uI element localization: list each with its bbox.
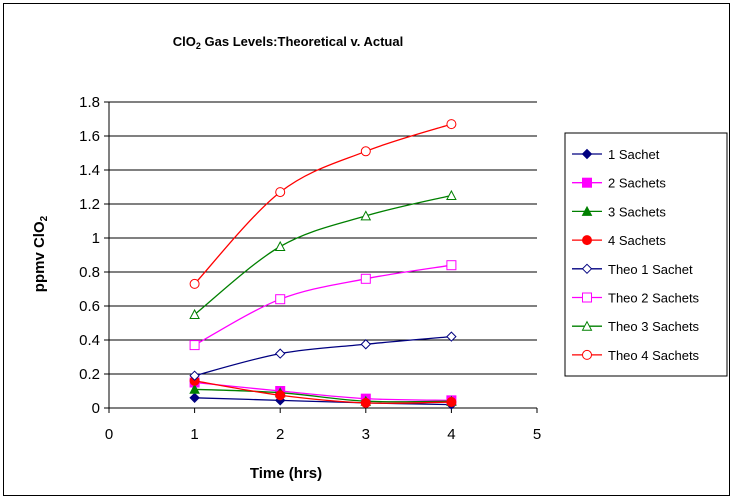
- data-point: [582, 292, 592, 303]
- data-point: [189, 370, 200, 381]
- legend-item: Theo 1 Sachet: [572, 262, 693, 277]
- y-axis-label: ppmv ClO2: [31, 215, 50, 292]
- data-point: [274, 348, 286, 359]
- y-tick-label: 1.2: [79, 196, 100, 213]
- data-point: [581, 320, 593, 331]
- plot-area: [108, 101, 537, 409]
- legend-item: 2 Sachets: [572, 176, 666, 191]
- x-axis-ticks: 0 1 2 3 4 5: [105, 408, 541, 443]
- series-line: [194, 388, 452, 403]
- data-point: [582, 177, 592, 188]
- data-point: [446, 397, 457, 408]
- series-line: [194, 381, 452, 401]
- series-line: [194, 194, 452, 316]
- data-point: [582, 349, 592, 360]
- legend-item: 4 Sachets: [572, 233, 666, 248]
- data-point: [360, 210, 372, 221]
- data-point: [360, 397, 371, 408]
- data-point: [582, 235, 592, 246]
- series: [189, 375, 457, 408]
- data-point: [189, 278, 200, 289]
- x-tick-label: 1: [190, 426, 198, 443]
- legend-item: 1 Sachet: [572, 147, 660, 162]
- chart-svg: ClO2 Gas Levels:Theoretical v. Actual 00…: [31, 34, 728, 482]
- series-line: [194, 264, 452, 346]
- x-tick-label: 0: [105, 426, 113, 443]
- series-line: [194, 380, 452, 404]
- x-tick-label: 3: [362, 426, 370, 443]
- legend-label: 3 Sachets: [608, 204, 666, 219]
- data-point: [446, 189, 457, 200]
- legend-label: Theo 3 Sachets: [608, 319, 700, 334]
- y-axis-ticks: 0 0.2 0.4 0.6 0.8 1 1.2 1.4 1.6 1.8: [79, 94, 109, 417]
- series: [189, 260, 457, 351]
- y-tick-label: 1.6: [79, 128, 100, 145]
- data-point: [274, 240, 286, 251]
- legend-box: [564, 132, 728, 377]
- data-point: [360, 146, 371, 157]
- legend-item: Theo 3 Sachets: [572, 319, 700, 334]
- series: [189, 189, 457, 319]
- series: [189, 119, 457, 289]
- data-point: [581, 205, 593, 216]
- y-tick-label: 1: [92, 230, 100, 247]
- x-tick-label: 5: [533, 426, 541, 443]
- legend-label: 4 Sachets: [608, 233, 666, 248]
- series: [189, 377, 457, 406]
- legend-label: Theo 2 Sachets: [608, 291, 700, 306]
- series: [189, 331, 457, 381]
- series-line: [194, 335, 452, 377]
- y-tick-label: 0: [92, 400, 100, 417]
- y-tick-label: 0.6: [79, 298, 100, 315]
- data-point: [189, 340, 200, 351]
- data-point: [446, 119, 457, 130]
- x-axis-label: Time (hrs): [250, 465, 322, 482]
- legend-label: Theo 1 Sachet: [608, 262, 693, 277]
- legend-label: Theo 4 Sachets: [608, 348, 700, 363]
- series-line: [194, 123, 452, 285]
- y-tick-label: 0.8: [79, 264, 100, 281]
- chart-title: ClO2 Gas Levels:Theoretical v. Actual: [173, 34, 403, 51]
- legend-label: 1 Sachet: [608, 147, 660, 162]
- data-point: [189, 392, 200, 404]
- legend-item: Theo 2 Sachets: [572, 291, 700, 306]
- data-point: [360, 339, 372, 350]
- data-point: [275, 294, 286, 305]
- y-tick-label: 1.8: [79, 94, 100, 111]
- legend-item: 3 Sachets: [572, 204, 666, 219]
- legend-item: Theo 4 Sachets: [572, 348, 700, 363]
- data-point: [446, 331, 457, 342]
- data-point: [189, 383, 200, 394]
- data-point: [446, 260, 457, 271]
- data-point: [275, 187, 286, 198]
- series-group: [189, 119, 457, 410]
- y-tick-label: 0.4: [79, 332, 100, 349]
- y-tick-label: 0.2: [79, 366, 100, 383]
- data-point: [360, 273, 371, 284]
- legend: 1 Sachet 2 Sachets 3 Sachets 4 Sachets Theo …: [564, 132, 728, 377]
- x-tick-label: 2: [276, 426, 284, 443]
- data-point: [581, 263, 593, 275]
- x-tick-label: 4: [447, 426, 455, 443]
- data-point: [189, 308, 200, 319]
- legend-label: 2 Sachets: [608, 176, 666, 191]
- data-point: [275, 390, 286, 401]
- series-line: [194, 397, 452, 406]
- y-tick-label: 1.4: [79, 162, 100, 179]
- data-point: [581, 148, 593, 160]
